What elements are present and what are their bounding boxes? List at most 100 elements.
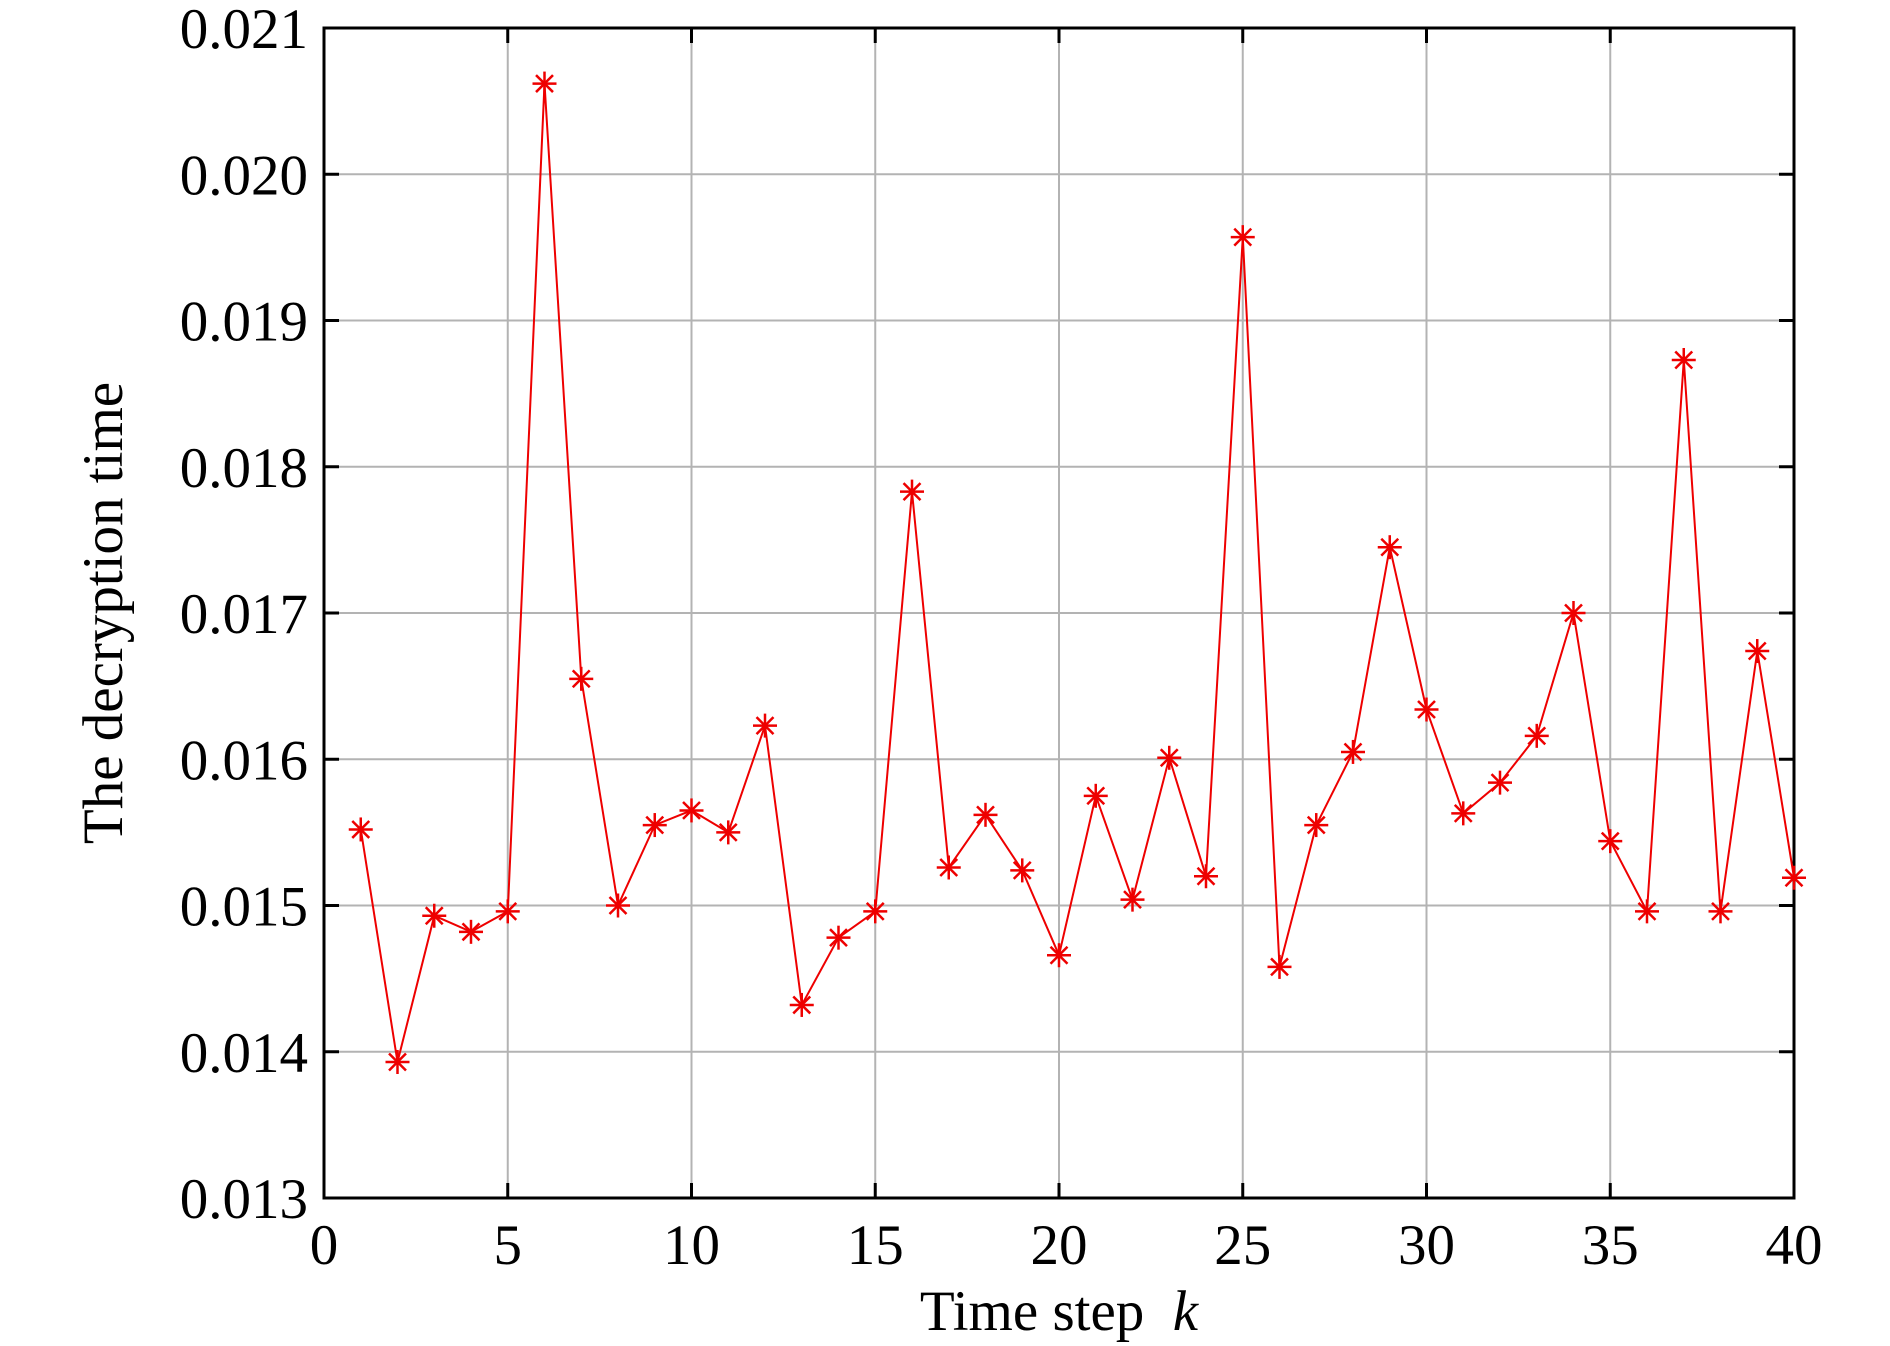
y-tick-label: 0.015 xyxy=(180,876,308,939)
y-tick-label: 0.018 xyxy=(180,437,308,500)
marker-stroke xyxy=(682,801,701,820)
data-point-marker xyxy=(1561,601,1586,625)
data-point-marker xyxy=(753,713,777,738)
marker-stroke xyxy=(1417,700,1436,719)
y-tick-label: 0.020 xyxy=(180,144,308,207)
marker-stroke xyxy=(1233,227,1253,247)
x-tick-label: 20 xyxy=(1031,1214,1088,1277)
x-axis-title: Time step k xyxy=(920,1280,1200,1343)
data-point-marker xyxy=(679,798,704,823)
data-point-marker xyxy=(569,666,594,691)
data-point-marker xyxy=(1047,943,1071,968)
y-tick-label: 0.021 xyxy=(180,0,308,61)
axes xyxy=(322,26,1796,1200)
data-point-marker xyxy=(642,813,667,838)
marker-stroke xyxy=(792,995,812,1015)
y-tick-label: 0.019 xyxy=(180,291,308,354)
marker-stroke xyxy=(902,482,922,501)
data-point-marker xyxy=(1120,887,1145,912)
data-point-marker xyxy=(1598,829,1623,854)
x-tick-label: 30 xyxy=(1398,1214,1455,1277)
x-tick-label: 40 xyxy=(1766,1214,1823,1277)
data-series xyxy=(348,71,1806,1074)
data-point-marker xyxy=(1083,783,1108,808)
data-point-marker xyxy=(1708,899,1733,924)
marker-stroke xyxy=(388,1052,407,1072)
marker-stroke xyxy=(1012,861,1032,880)
marker-stroke xyxy=(424,906,444,926)
y-tick-label: 0.016 xyxy=(180,729,308,792)
y-tick-label: 0.014 xyxy=(180,1022,308,1085)
marker-stroke xyxy=(1343,742,1363,762)
data-point-marker xyxy=(1671,347,1696,372)
marker-stroke xyxy=(1564,603,1583,623)
x-tick-label: 15 xyxy=(847,1214,904,1277)
data-point-marker xyxy=(1267,954,1292,979)
data-point-marker xyxy=(789,992,814,1017)
marker-stroke xyxy=(645,815,665,835)
x-axis-title-text: Time step xyxy=(920,1280,1144,1343)
marker-stroke xyxy=(1674,350,1694,370)
data-point-marker xyxy=(348,817,373,842)
marker-stroke xyxy=(1711,901,1730,921)
x-tick-label: 10 xyxy=(663,1214,720,1277)
y-tick-label: 0.013 xyxy=(180,1168,308,1231)
marker-stroke xyxy=(755,716,775,735)
marker-stroke xyxy=(1784,868,1804,888)
marker-stroke xyxy=(1049,945,1069,965)
marker-stroke xyxy=(865,901,885,921)
data-point-marker xyxy=(1230,225,1255,250)
marker-stroke xyxy=(1306,815,1326,835)
data-point-marker xyxy=(1745,639,1770,664)
x-tick-label: 5 xyxy=(494,1214,523,1277)
marker-stroke xyxy=(351,820,371,839)
x-tick-label: 0 xyxy=(310,1214,339,1277)
data-point-marker xyxy=(459,919,483,944)
marker-stroke xyxy=(1196,866,1216,886)
y-tick-label: 0.017 xyxy=(180,583,308,646)
data-point-marker xyxy=(936,855,961,880)
marker-stroke xyxy=(498,901,518,921)
data-point-marker xyxy=(1194,864,1218,889)
marker-stroke xyxy=(1380,537,1400,557)
data-point-marker xyxy=(1488,770,1512,795)
data-point-marker xyxy=(1782,865,1806,890)
data-point-marker xyxy=(495,899,520,924)
data-point-marker xyxy=(606,893,630,918)
marker-stroke xyxy=(1270,957,1289,977)
x-tick-label: 25 xyxy=(1214,1214,1271,1277)
marker-stroke xyxy=(1159,748,1179,768)
marker-stroke xyxy=(608,896,628,915)
data-point-marker xyxy=(716,820,741,845)
data-point-marker xyxy=(973,802,998,827)
marker-stroke xyxy=(1600,831,1620,851)
marker-stroke xyxy=(1123,890,1142,910)
data-point-marker xyxy=(1304,813,1329,838)
data-point-marker xyxy=(1414,697,1439,722)
data-point-marker xyxy=(385,1049,410,1074)
data-point-marker xyxy=(532,71,557,96)
data-point-marker xyxy=(1157,745,1182,770)
x-axis-title-variable: k xyxy=(1159,1280,1200,1343)
marker-stroke xyxy=(718,823,738,842)
marker-stroke xyxy=(571,669,591,689)
marker-stroke xyxy=(976,805,995,825)
data-point-marker xyxy=(422,903,447,928)
marker-stroke xyxy=(1490,773,1510,793)
marker-stroke xyxy=(461,922,481,942)
marker-stroke xyxy=(1747,641,1767,661)
x-tick-label: 35 xyxy=(1582,1214,1639,1277)
data-point-marker xyxy=(1635,899,1659,924)
data-point-marker xyxy=(1341,739,1365,764)
data-point-marker xyxy=(1451,801,1476,826)
marker-stroke xyxy=(1453,803,1473,823)
y-axis-title: The decryption time xyxy=(72,382,135,844)
marker-stroke xyxy=(1637,901,1657,921)
data-point-marker xyxy=(1010,858,1035,883)
marker-stroke xyxy=(1086,786,1106,806)
data-point-marker xyxy=(826,925,851,950)
marker-stroke xyxy=(939,858,959,877)
marker-stroke xyxy=(535,74,554,93)
data-point-marker xyxy=(1524,723,1549,748)
